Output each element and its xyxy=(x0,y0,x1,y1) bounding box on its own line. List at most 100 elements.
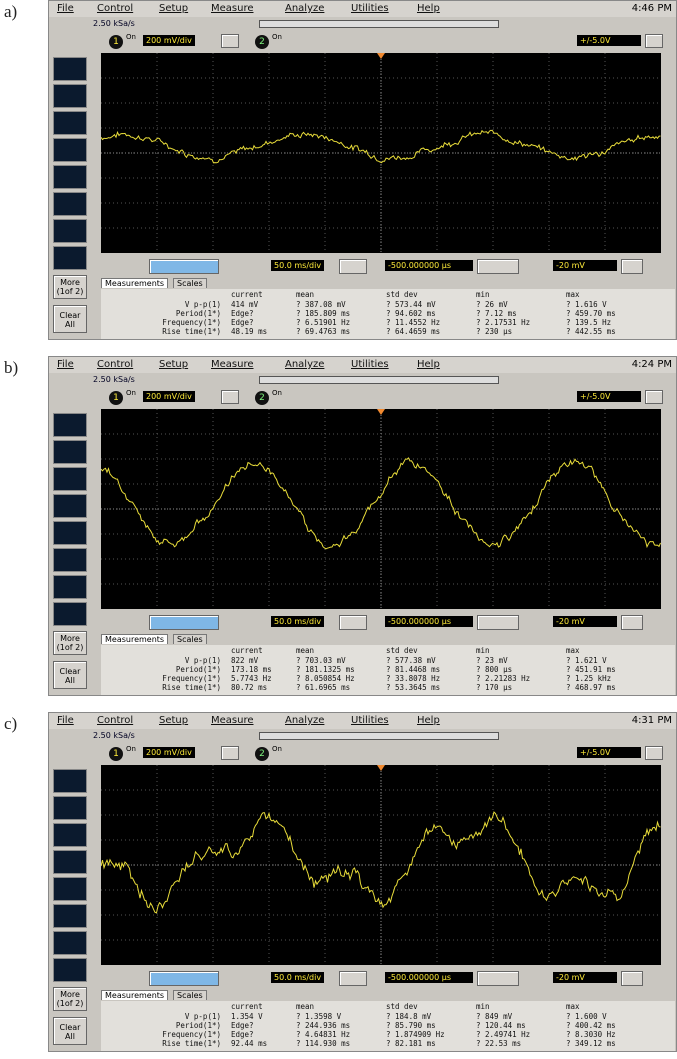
range[interactable]: +/-5.0V xyxy=(577,747,641,758)
clear-button[interactable]: Clear All xyxy=(53,1017,87,1045)
menu-item[interactable]: Control xyxy=(97,359,133,370)
timebase-spinner[interactable] xyxy=(339,615,367,630)
toolbar-icon[interactable] xyxy=(53,877,87,901)
delay[interactable]: -500.000000 µs xyxy=(385,972,473,983)
toolbar-icon[interactable] xyxy=(53,823,87,847)
range-spinner[interactable] xyxy=(645,390,663,404)
channel-1-scale[interactable]: 200 mV/div xyxy=(143,35,195,46)
tab[interactable]: Scales xyxy=(173,990,207,1000)
toolbar-icon[interactable] xyxy=(53,769,87,793)
toolbar-icon[interactable] xyxy=(53,796,87,820)
range-spinner[interactable] xyxy=(645,34,663,48)
toolbar-icon[interactable] xyxy=(53,111,87,135)
menu-item[interactable]: Analyze xyxy=(285,3,324,14)
timebase[interactable]: 50.0 ms/div xyxy=(271,972,324,983)
more-button[interactable]: More (1of 2) xyxy=(53,987,87,1011)
toolbar-icon[interactable] xyxy=(53,602,87,626)
trigger-level[interactable]: -20 mV xyxy=(553,972,617,983)
scale-spinner[interactable] xyxy=(221,34,239,48)
tab[interactable]: Scales xyxy=(173,634,207,644)
timebase-spinner[interactable] xyxy=(339,971,367,986)
toolbar-icon[interactable] xyxy=(53,958,87,982)
toolbar-icon[interactable] xyxy=(53,931,87,955)
menu-item[interactable]: File xyxy=(57,715,74,726)
run-controls[interactable] xyxy=(149,259,219,274)
channel-1-state[interactable]: On xyxy=(126,389,136,397)
run-controls[interactable] xyxy=(149,615,219,630)
trigger-spinner[interactable] xyxy=(621,971,643,986)
menu-item[interactable]: Measure xyxy=(211,3,254,14)
range-spinner[interactable] xyxy=(645,746,663,760)
channel-2-state[interactable]: On xyxy=(272,745,282,753)
menu-item[interactable]: Control xyxy=(97,3,133,14)
range[interactable]: +/-5.0V xyxy=(577,391,641,402)
measurement-value: 48.19 ms xyxy=(231,327,267,336)
menu-item[interactable]: Analyze xyxy=(285,359,324,370)
channel-1-scale[interactable]: 200 mV/div xyxy=(143,747,195,758)
tab[interactable]: Scales xyxy=(173,278,207,288)
delay-spinner[interactable] xyxy=(477,971,519,986)
measurement-name: Period(1*) xyxy=(176,665,221,674)
menu-item[interactable]: Utilities xyxy=(351,715,389,726)
more-button[interactable]: More (1of 2) xyxy=(53,275,87,299)
tab[interactable]: Measurements xyxy=(101,990,168,1000)
channel-2-state[interactable]: On xyxy=(272,33,282,41)
column-header: current xyxy=(231,1002,263,1011)
trigger-level[interactable]: -20 mV xyxy=(553,260,617,271)
menu-item[interactable]: Help xyxy=(417,3,440,14)
channel-1-state[interactable]: On xyxy=(126,745,136,753)
menu-item[interactable]: Utilities xyxy=(351,359,389,370)
toolbar-icon[interactable] xyxy=(53,165,87,189)
toolbar-icon[interactable] xyxy=(53,413,87,437)
toolbar-icon[interactable] xyxy=(53,192,87,216)
delay-spinner[interactable] xyxy=(477,615,519,630)
timebase[interactable]: 50.0 ms/div xyxy=(271,616,324,627)
menu-item[interactable]: File xyxy=(57,3,74,14)
menu-item[interactable]: Help xyxy=(417,715,440,726)
menu-item[interactable]: File xyxy=(57,359,74,370)
range[interactable]: +/-5.0V xyxy=(577,35,641,46)
toolbar-icon[interactable] xyxy=(53,575,87,599)
timebase-spinner[interactable] xyxy=(339,259,367,274)
toolbar-icon[interactable] xyxy=(53,521,87,545)
toolbar-icon[interactable] xyxy=(53,904,87,928)
menu-item[interactable]: Measure xyxy=(211,715,254,726)
tab[interactable]: Measurements xyxy=(101,278,168,288)
run-controls[interactable] xyxy=(149,971,219,986)
channel-1-state[interactable]: On xyxy=(126,33,136,41)
channel-1-number: 1 xyxy=(109,35,123,49)
toolbar-icon[interactable] xyxy=(53,57,87,81)
tab[interactable]: Measurements xyxy=(101,634,168,644)
trigger-spinner[interactable] xyxy=(621,615,643,630)
toolbar-icon[interactable] xyxy=(53,219,87,243)
menu-item[interactable]: Utilities xyxy=(351,3,389,14)
menu-item[interactable]: Analyze xyxy=(285,715,324,726)
toolbar-icon[interactable] xyxy=(53,467,87,491)
delay[interactable]: -500.000000 µs xyxy=(385,616,473,627)
timebase[interactable]: 50.0 ms/div xyxy=(271,260,324,271)
toolbar-icon[interactable] xyxy=(53,138,87,162)
delay-spinner[interactable] xyxy=(477,259,519,274)
channel-1-scale[interactable]: 200 mV/div xyxy=(143,391,195,402)
channel-2-state[interactable]: On xyxy=(272,389,282,397)
delay[interactable]: -500.000000 µs xyxy=(385,260,473,271)
menu-item[interactable]: Help xyxy=(417,359,440,370)
menu-item[interactable]: Setup xyxy=(159,359,188,370)
clear-button[interactable]: Clear All xyxy=(53,305,87,333)
menu-item[interactable]: Control xyxy=(97,715,133,726)
scale-spinner[interactable] xyxy=(221,390,239,404)
menu-item[interactable]: Setup xyxy=(159,715,188,726)
toolbar-icon[interactable] xyxy=(53,548,87,572)
more-button[interactable]: More (1of 2) xyxy=(53,631,87,655)
toolbar-icon[interactable] xyxy=(53,850,87,874)
trigger-level[interactable]: -20 mV xyxy=(553,616,617,627)
scale-spinner[interactable] xyxy=(221,746,239,760)
toolbar-icon[interactable] xyxy=(53,494,87,518)
toolbar-icon[interactable] xyxy=(53,440,87,464)
menu-item[interactable]: Measure xyxy=(211,359,254,370)
toolbar-icon[interactable] xyxy=(53,84,87,108)
menu-item[interactable]: Setup xyxy=(159,3,188,14)
clear-button[interactable]: Clear All xyxy=(53,661,87,689)
trigger-spinner[interactable] xyxy=(621,259,643,274)
toolbar-icon[interactable] xyxy=(53,246,87,270)
